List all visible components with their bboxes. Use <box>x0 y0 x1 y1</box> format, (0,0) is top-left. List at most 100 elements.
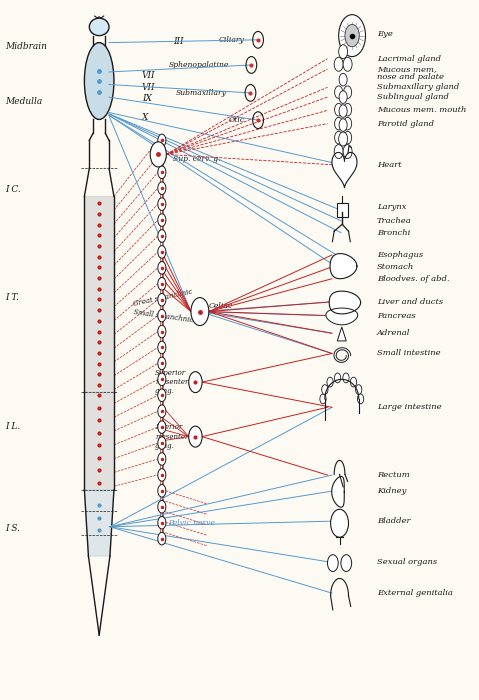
Circle shape <box>158 214 166 226</box>
Text: Mucous mem. mouth: Mucous mem. mouth <box>376 106 466 114</box>
Circle shape <box>158 500 166 513</box>
Text: Heart: Heart <box>376 161 401 169</box>
Circle shape <box>158 373 166 386</box>
Circle shape <box>158 421 166 433</box>
Circle shape <box>343 86 352 99</box>
Circle shape <box>158 517 166 529</box>
Text: Larynx: Larynx <box>376 203 406 211</box>
Text: Bronchi: Bronchi <box>376 229 410 237</box>
Circle shape <box>343 145 352 159</box>
Circle shape <box>343 132 352 144</box>
Text: Liver and ducts: Liver and ducts <box>376 298 443 306</box>
Text: Otic: Otic <box>228 116 245 124</box>
Circle shape <box>343 373 349 383</box>
Polygon shape <box>84 490 114 556</box>
Circle shape <box>158 468 166 481</box>
Circle shape <box>158 134 166 147</box>
Text: Parotid gland: Parotid gland <box>376 120 433 127</box>
Circle shape <box>158 198 166 211</box>
Circle shape <box>158 309 166 322</box>
Text: Pancreas: Pancreas <box>376 312 415 320</box>
Circle shape <box>341 554 352 571</box>
Ellipse shape <box>89 18 109 36</box>
Polygon shape <box>330 253 357 279</box>
Text: VII: VII <box>142 83 155 92</box>
Circle shape <box>339 119 347 132</box>
Circle shape <box>158 246 166 258</box>
Text: Mucous mem,: Mucous mem, <box>376 65 436 74</box>
Circle shape <box>339 74 347 86</box>
Circle shape <box>158 293 166 306</box>
Circle shape <box>158 150 166 162</box>
Circle shape <box>339 91 347 104</box>
Circle shape <box>158 277 166 290</box>
Circle shape <box>343 104 352 116</box>
Circle shape <box>343 57 352 71</box>
Text: Small splanchnic: Small splanchnic <box>133 308 194 325</box>
Ellipse shape <box>84 43 114 120</box>
Circle shape <box>327 377 333 387</box>
Polygon shape <box>332 477 344 508</box>
Text: Inferior
mesenteric
gang.: Inferior mesenteric gang. <box>155 424 194 450</box>
Circle shape <box>339 15 365 57</box>
Circle shape <box>339 105 347 118</box>
Circle shape <box>158 262 166 274</box>
Text: Eye: Eye <box>376 29 393 38</box>
Text: IX: IX <box>142 94 151 103</box>
Text: X: X <box>142 113 148 122</box>
Polygon shape <box>329 291 361 314</box>
Circle shape <box>158 182 166 195</box>
Circle shape <box>158 484 166 497</box>
Circle shape <box>150 142 166 167</box>
Circle shape <box>334 57 343 71</box>
Circle shape <box>189 372 202 393</box>
Text: Kidney: Kidney <box>376 487 406 495</box>
Text: Sublingual gland: Sublingual gland <box>376 93 448 101</box>
Text: Rectum: Rectum <box>376 471 410 479</box>
Circle shape <box>328 554 338 571</box>
Text: VII: VII <box>142 71 155 80</box>
Text: Stomach: Stomach <box>376 263 414 271</box>
Text: Esophagus: Esophagus <box>376 251 423 259</box>
Bar <box>337 203 348 217</box>
Polygon shape <box>337 327 346 341</box>
Polygon shape <box>326 308 358 325</box>
Text: Celiac: Celiac <box>209 302 233 310</box>
Text: I S.: I S. <box>5 524 20 533</box>
Text: Bloodves. of abd.: Bloodves. of abd. <box>376 274 449 283</box>
Circle shape <box>335 104 342 116</box>
Circle shape <box>355 385 362 395</box>
Circle shape <box>357 394 364 404</box>
Circle shape <box>158 437 166 449</box>
Circle shape <box>189 426 202 447</box>
Text: Sup. cerv. g.: Sup. cerv. g. <box>173 155 220 163</box>
Text: Trachea: Trachea <box>376 217 411 225</box>
Circle shape <box>335 118 342 130</box>
Text: Sphenopalatine: Sphenopalatine <box>169 61 229 69</box>
Text: Lacrimal gland: Lacrimal gland <box>376 55 441 63</box>
Text: I L.: I L. <box>5 422 21 431</box>
Polygon shape <box>84 196 114 392</box>
Circle shape <box>331 510 349 537</box>
Circle shape <box>158 389 166 402</box>
Circle shape <box>158 341 166 354</box>
Text: Midbrain: Midbrain <box>5 41 47 50</box>
Text: Sexual organs: Sexual organs <box>376 559 437 566</box>
Text: Large intestine: Large intestine <box>376 403 441 412</box>
Circle shape <box>158 230 166 242</box>
Text: Bladder: Bladder <box>376 517 410 525</box>
Circle shape <box>158 453 166 466</box>
Circle shape <box>350 377 357 387</box>
Circle shape <box>322 385 328 395</box>
Circle shape <box>335 132 342 144</box>
Circle shape <box>339 132 348 146</box>
Text: Great splanchnic: Great splanchnic <box>133 288 194 309</box>
Text: Ciliary: Ciliary <box>219 36 245 44</box>
Circle shape <box>320 394 326 404</box>
Text: I C.: I C. <box>5 185 21 194</box>
Circle shape <box>334 373 341 383</box>
Text: Medulla: Medulla <box>5 97 43 106</box>
Circle shape <box>339 45 348 59</box>
Circle shape <box>343 118 352 130</box>
Text: Adrenal: Adrenal <box>376 329 410 337</box>
